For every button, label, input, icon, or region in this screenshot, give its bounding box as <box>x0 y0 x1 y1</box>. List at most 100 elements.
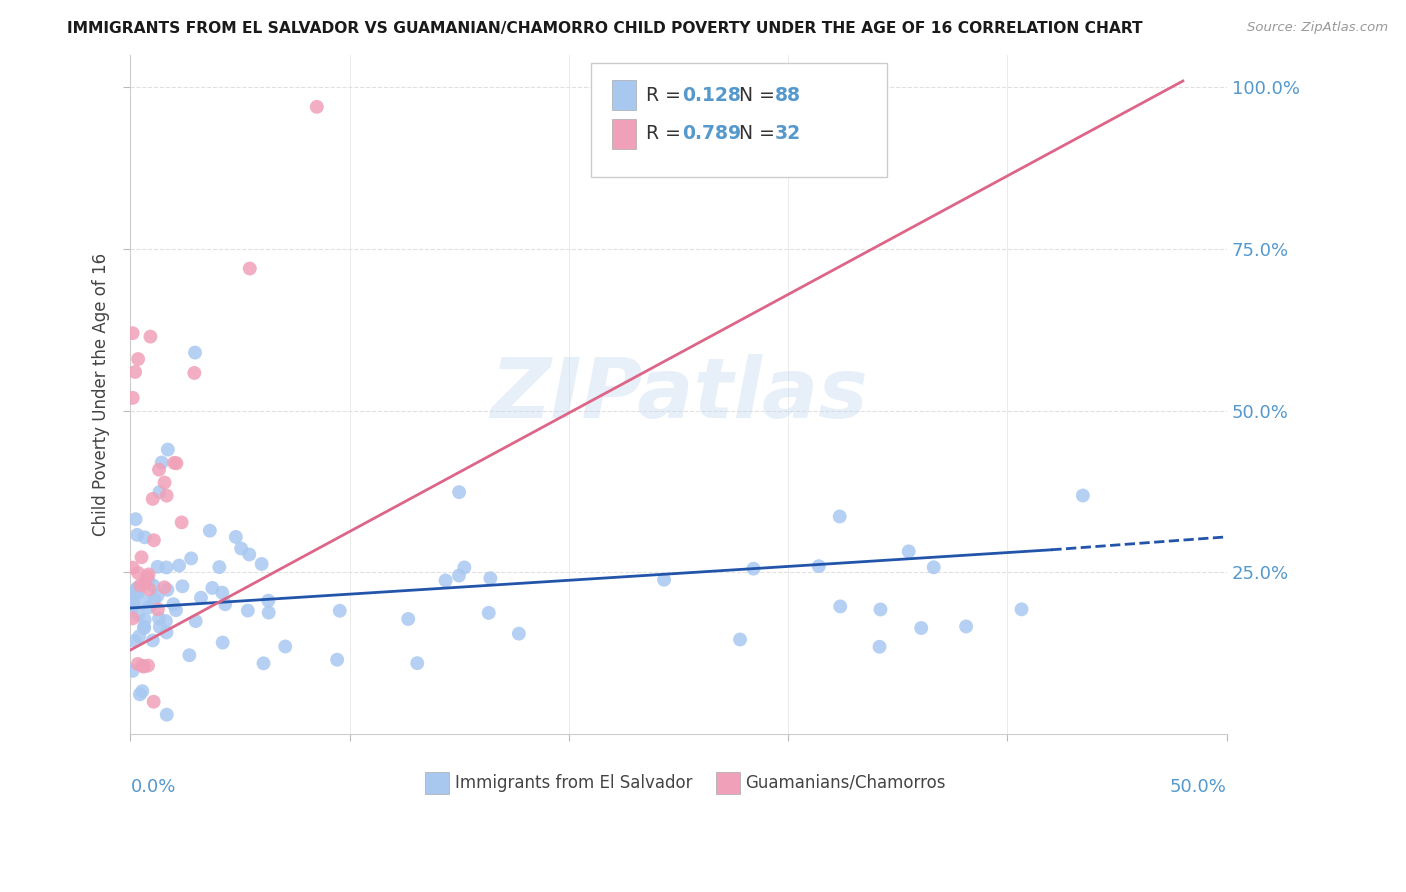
Text: N =: N = <box>740 86 780 104</box>
Point <box>166 456 188 470</box>
Point <box>136 569 159 583</box>
Point <box>156 582 179 597</box>
Point <box>138 574 160 588</box>
Point <box>155 625 177 640</box>
Point <box>257 593 280 607</box>
Point <box>149 620 172 634</box>
Point <box>128 687 150 701</box>
Point <box>121 611 143 625</box>
Point <box>127 581 149 595</box>
Point <box>124 633 146 648</box>
Point <box>127 581 149 595</box>
Point <box>127 585 149 599</box>
Point <box>124 365 146 379</box>
Text: 50.0%: 50.0% <box>1170 778 1227 797</box>
Point <box>153 580 176 594</box>
Point <box>211 635 233 649</box>
Point <box>128 629 150 643</box>
Point <box>184 345 207 359</box>
Point <box>128 583 150 598</box>
Point <box>148 463 170 477</box>
Point <box>1011 602 1033 616</box>
Text: 0.789: 0.789 <box>682 124 741 144</box>
Point <box>396 612 419 626</box>
FancyBboxPatch shape <box>426 772 450 794</box>
Point <box>131 658 153 673</box>
Text: Guamanians/Chamorros: Guamanians/Chamorros <box>745 774 946 792</box>
Point <box>170 516 193 530</box>
Text: R =: R = <box>645 124 686 144</box>
Y-axis label: Child Poverty Under the Age of 16: Child Poverty Under the Age of 16 <box>93 253 110 536</box>
Point <box>238 548 260 562</box>
Point <box>146 602 169 616</box>
Point <box>132 659 155 673</box>
Point <box>830 599 852 614</box>
Point <box>163 456 186 470</box>
Point <box>179 648 201 663</box>
Point <box>183 366 205 380</box>
Point <box>153 475 176 490</box>
FancyBboxPatch shape <box>716 772 740 794</box>
Text: 0.128: 0.128 <box>682 86 741 104</box>
Point <box>134 530 156 544</box>
Point <box>142 533 165 548</box>
Point <box>129 578 152 592</box>
Point <box>156 707 179 722</box>
Point <box>139 329 162 343</box>
Point <box>329 604 352 618</box>
Text: ZIPatlas: ZIPatlas <box>489 354 868 435</box>
Point <box>131 684 153 698</box>
Text: 88: 88 <box>775 86 801 104</box>
Point <box>156 489 179 503</box>
Point <box>127 352 149 367</box>
Point <box>125 582 148 597</box>
Point <box>869 602 891 616</box>
Point <box>138 567 160 582</box>
Point <box>121 391 143 405</box>
Text: N =: N = <box>740 124 780 144</box>
Point <box>143 592 166 607</box>
Point <box>236 603 259 617</box>
Point <box>150 455 173 469</box>
Point <box>132 620 155 634</box>
Point <box>453 560 475 574</box>
FancyBboxPatch shape <box>612 119 636 149</box>
Text: Immigrants from El Salvador: Immigrants from El Salvador <box>456 774 693 792</box>
Point <box>252 657 274 671</box>
Point <box>146 589 169 603</box>
Point <box>142 491 165 506</box>
Point <box>138 582 160 597</box>
Point <box>479 571 502 585</box>
Point <box>305 100 328 114</box>
FancyBboxPatch shape <box>612 80 636 110</box>
Point <box>447 568 470 582</box>
Point <box>869 640 891 654</box>
Point <box>728 632 751 647</box>
Point <box>155 560 177 574</box>
Point <box>142 578 165 592</box>
Point <box>134 594 156 608</box>
Point <box>807 559 830 574</box>
Point <box>148 485 170 500</box>
Point <box>326 653 349 667</box>
Point <box>172 579 194 593</box>
Point <box>198 524 221 538</box>
Point <box>897 544 920 558</box>
Point <box>406 656 429 670</box>
Point <box>910 621 932 635</box>
Point <box>201 581 224 595</box>
Text: R =: R = <box>645 86 686 104</box>
Point <box>121 560 143 574</box>
Point <box>449 485 471 500</box>
Text: 32: 32 <box>775 124 801 144</box>
Point <box>434 574 457 588</box>
Point <box>146 559 169 574</box>
Point <box>121 586 143 600</box>
Point <box>142 633 165 648</box>
Point <box>225 530 247 544</box>
Text: Source: ZipAtlas.com: Source: ZipAtlas.com <box>1247 21 1388 34</box>
Point <box>121 664 143 678</box>
Point <box>652 573 675 587</box>
Point <box>184 614 207 628</box>
Point <box>239 261 262 276</box>
